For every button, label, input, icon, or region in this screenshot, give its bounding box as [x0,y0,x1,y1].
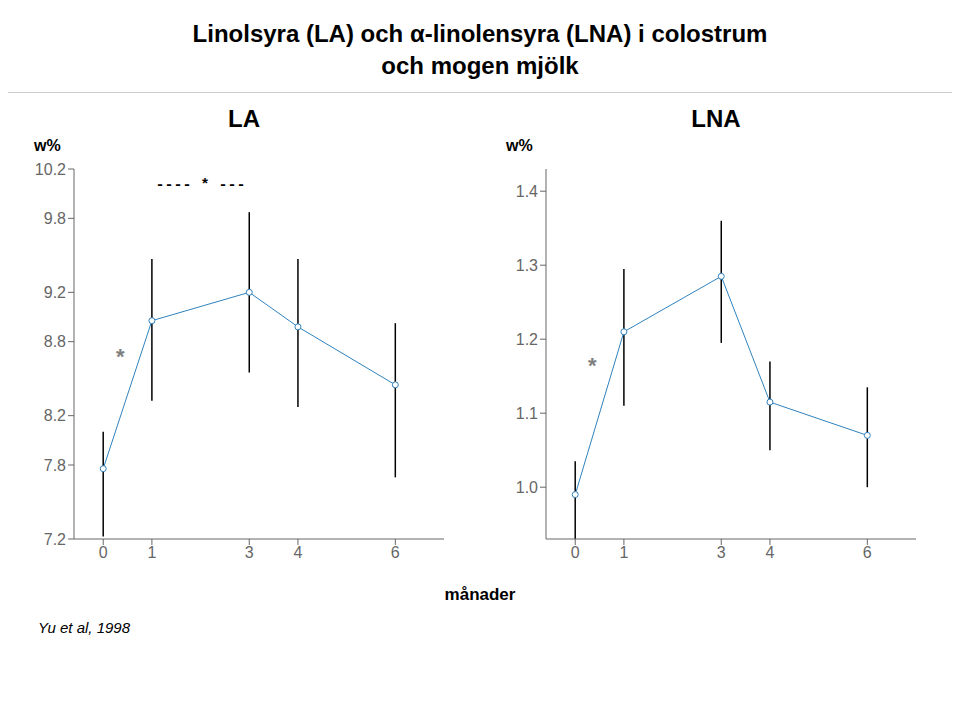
html-text:w%: w% [506,137,533,154]
svg-text:1.0: 1.0 [516,479,538,496]
svg-text:8.2: 8.2 [44,407,66,424]
html-text:LNA: LNA [691,105,741,132]
svg-text:4: 4 [765,544,774,561]
html-text:och mogen mjölk: och mogen mjölk [381,52,579,79]
svg-text:8.8: 8.8 [44,333,66,350]
svg-text:*: * [116,344,125,369]
svg-text:*: * [588,353,597,378]
svg-text:1.3: 1.3 [516,257,538,274]
svg-text:1.4: 1.4 [516,183,538,200]
svg-text:7.8: 7.8 [44,457,66,474]
html-text:w%: w% [34,137,61,154]
html-text:månader: månader [444,585,516,604]
svg-text:0: 0 [99,544,108,561]
svg-text:6: 6 [391,544,400,561]
svg-text:0: 0 [571,544,580,561]
svg-text:1.2: 1.2 [516,331,538,348]
svg-text:3: 3 [717,544,726,561]
svg-text:9.8: 9.8 [44,210,66,227]
svg-text:4: 4 [293,544,302,561]
svg-text:1: 1 [147,544,156,561]
svg-text:3: 3 [245,544,254,561]
html-text:Yu et al, 1998: Yu et al, 1998 [38,619,130,636]
svg-text:6: 6 [863,544,872,561]
svg-text:1.1: 1.1 [516,405,538,422]
html-text:Linolsyra (LA) och α-linolensy: Linolsyra (LA) och α-linolensyra (LNA) i… [192,20,768,47]
svg-text:7.2: 7.2 [44,531,66,548]
svg-text:10.2: 10.2 [35,161,66,178]
svg-text:9.2: 9.2 [44,284,66,301]
svg-text:1: 1 [619,544,628,561]
html-text:LA: LA [228,105,260,132]
